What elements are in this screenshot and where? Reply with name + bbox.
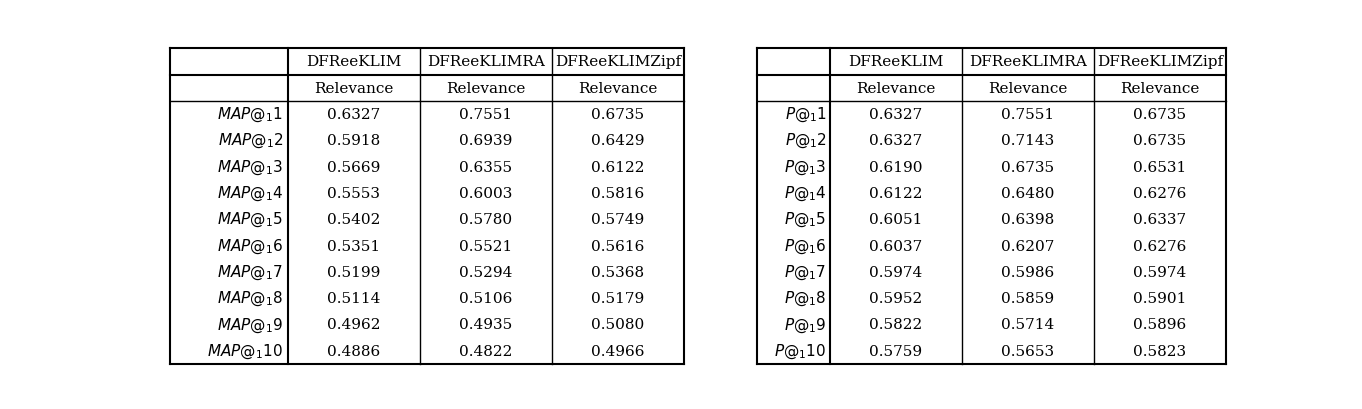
Text: 0.4886: 0.4886 (327, 344, 380, 358)
Text: 0.7551: 0.7551 (459, 108, 512, 121)
Text: 0.6276: 0.6276 (1133, 239, 1186, 253)
Text: 0.5653: 0.5653 (1001, 344, 1054, 358)
Text: Relevance: Relevance (579, 81, 658, 95)
Text: 0.5974: 0.5974 (869, 265, 922, 279)
Text: DFReeKLIMRA: DFReeKLIMRA (426, 55, 545, 69)
Text: 0.6003: 0.6003 (459, 187, 512, 200)
Text: 0.5823: 0.5823 (1133, 344, 1186, 358)
Text: 0.5822: 0.5822 (869, 318, 922, 332)
Text: 0.6355: 0.6355 (459, 160, 512, 174)
Text: DFReeKLIMZipf: DFReeKLIMZipf (554, 55, 681, 69)
Text: 0.5918: 0.5918 (327, 134, 380, 148)
Text: 0.5974: 0.5974 (1133, 265, 1186, 279)
Text: 0.6735: 0.6735 (591, 108, 644, 121)
Text: 0.5179: 0.5179 (591, 292, 644, 306)
Text: 0.6735: 0.6735 (1133, 108, 1186, 121)
Text: $MAP@_16$: $MAP@_16$ (217, 237, 283, 255)
Text: 0.7143: 0.7143 (1001, 134, 1054, 148)
Text: 0.5616: 0.5616 (591, 239, 644, 253)
Text: 0.6429: 0.6429 (591, 134, 644, 148)
Text: 0.5351: 0.5351 (327, 239, 380, 253)
Text: $P@_15$: $P@_15$ (785, 211, 827, 229)
Text: $P@_14$: $P@_14$ (785, 184, 827, 202)
Text: $MAP@_12$: $MAP@_12$ (218, 132, 283, 150)
Text: $MAP@_11$: $MAP@_11$ (218, 106, 283, 124)
Text: $P@_16$: $P@_16$ (785, 237, 827, 255)
Text: 0.4966: 0.4966 (591, 344, 644, 358)
Text: 0.6327: 0.6327 (869, 134, 922, 148)
Text: DFReeKLIM: DFReeKLIM (306, 55, 402, 69)
Text: 0.5402: 0.5402 (327, 213, 380, 227)
Text: 0.5816: 0.5816 (591, 187, 644, 200)
Text: 0.5368: 0.5368 (591, 265, 644, 279)
Text: 0.6327: 0.6327 (869, 108, 922, 121)
Text: $P@_110$: $P@_110$ (775, 342, 827, 360)
Text: $MAP@_13$: $MAP@_13$ (217, 158, 283, 176)
Text: $P@_11$: $P@_11$ (785, 106, 827, 124)
Text: 0.6337: 0.6337 (1133, 213, 1186, 227)
Text: 0.5294: 0.5294 (459, 265, 512, 279)
Text: 0.5553: 0.5553 (327, 187, 380, 200)
Text: $P@_13$: $P@_13$ (785, 158, 827, 176)
Text: 0.4962: 0.4962 (327, 318, 380, 332)
Text: 0.5106: 0.5106 (459, 292, 512, 306)
Text: 0.6398: 0.6398 (1001, 213, 1054, 227)
Text: 0.5901: 0.5901 (1133, 292, 1186, 306)
Text: 0.4935: 0.4935 (459, 318, 512, 332)
Text: $P@_19$: $P@_19$ (785, 315, 827, 334)
Text: Relevance: Relevance (855, 81, 936, 95)
Text: 0.6122: 0.6122 (591, 160, 644, 174)
Text: 0.6276: 0.6276 (1133, 187, 1186, 200)
Text: 0.7551: 0.7551 (1001, 108, 1054, 121)
Text: $MAP@_15$: $MAP@_15$ (218, 211, 283, 229)
Text: $P@_17$: $P@_17$ (785, 263, 827, 281)
Text: $MAP@_19$: $MAP@_19$ (217, 315, 283, 334)
Text: Relevance: Relevance (987, 81, 1068, 95)
Text: 0.6122: 0.6122 (869, 187, 922, 200)
Text: 0.6207: 0.6207 (1001, 239, 1054, 253)
Text: Relevance: Relevance (447, 81, 526, 95)
Text: 0.5859: 0.5859 (1001, 292, 1054, 306)
Text: 0.6939: 0.6939 (459, 134, 512, 148)
Text: 0.6735: 0.6735 (1133, 134, 1186, 148)
Text: DFReeKLIMZipf: DFReeKLIMZipf (1096, 55, 1223, 69)
Text: $MAP@_18$: $MAP@_18$ (217, 289, 283, 308)
Text: 0.6051: 0.6051 (869, 213, 922, 227)
Text: $MAP@_17$: $MAP@_17$ (218, 263, 283, 281)
Text: 0.6190: 0.6190 (869, 160, 922, 174)
Text: DFReeKLIMRA: DFReeKLIMRA (968, 55, 1087, 69)
Text: 0.5521: 0.5521 (459, 239, 512, 253)
Text: Relevance: Relevance (315, 81, 394, 95)
Text: 0.5986: 0.5986 (1001, 265, 1054, 279)
Text: 0.6531: 0.6531 (1133, 160, 1186, 174)
Text: 0.5780: 0.5780 (459, 213, 512, 227)
Text: 0.5896: 0.5896 (1133, 318, 1186, 332)
Text: 0.6735: 0.6735 (1001, 160, 1054, 174)
Text: 0.6480: 0.6480 (1001, 187, 1054, 200)
Text: 0.5114: 0.5114 (327, 292, 380, 306)
Text: $P@_12$: $P@_12$ (785, 132, 827, 150)
Text: 0.4822: 0.4822 (459, 344, 512, 358)
Text: 0.6327: 0.6327 (327, 108, 380, 121)
Text: DFReeKLIM: DFReeKLIM (849, 55, 944, 69)
Text: 0.5714: 0.5714 (1001, 318, 1054, 332)
Text: 0.5080: 0.5080 (591, 318, 644, 332)
Text: 0.5952: 0.5952 (869, 292, 922, 306)
Text: $P@_18$: $P@_18$ (785, 289, 827, 308)
Text: $MAP@_110$: $MAP@_110$ (207, 342, 283, 360)
Text: 0.5669: 0.5669 (327, 160, 380, 174)
Text: 0.6037: 0.6037 (869, 239, 922, 253)
Text: 0.5759: 0.5759 (869, 344, 922, 358)
Text: $MAP@_14$: $MAP@_14$ (217, 184, 283, 202)
Text: 0.5749: 0.5749 (591, 213, 644, 227)
Text: Relevance: Relevance (1120, 81, 1200, 95)
Text: 0.5199: 0.5199 (327, 265, 380, 279)
